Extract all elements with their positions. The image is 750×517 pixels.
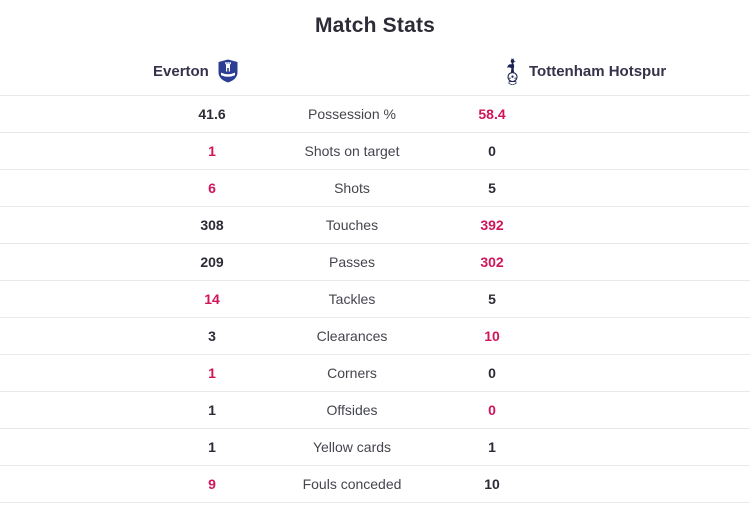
away-value: 0 <box>488 365 496 381</box>
stat-label: Shots <box>334 180 370 196</box>
team-home: Everton <box>153 56 238 86</box>
away-value: 58.4 <box>478 106 506 122</box>
everton-crest-icon <box>218 59 238 83</box>
stat-label: Clearances <box>316 328 388 344</box>
home-value: 308 <box>200 217 224 233</box>
stat-label: Touches <box>325 217 379 233</box>
stat-label: Offsides <box>326 402 378 418</box>
away-value: 302 <box>480 254 504 270</box>
home-value: 41.6 <box>198 106 226 122</box>
home-value: 6 <box>208 180 216 196</box>
stat-row: 3 Clearances 10 <box>0 317 750 354</box>
stat-row: 1 Shots on target 0 <box>0 132 750 169</box>
away-value: 10 <box>484 328 500 344</box>
away-value: 5 <box>488 180 496 196</box>
teams-header: Everton <box>0 42 750 95</box>
away-value: 10 <box>484 476 500 492</box>
stat-label: Shots on target <box>304 143 400 159</box>
stat-label: Possession % <box>308 106 396 122</box>
stat-row: 41.6 Possession % 58.4 <box>0 95 750 132</box>
stats-table: 41.6 Possession % 58.4 1 Shots on target… <box>0 95 750 503</box>
stat-label: Fouls conceded <box>302 476 402 492</box>
home-value: 9 <box>208 476 216 492</box>
away-team-name: Tottenham Hotspur <box>529 62 667 80</box>
stat-row: 1 Yellow cards 1 <box>0 428 750 465</box>
home-value: 209 <box>200 254 224 270</box>
home-team-name: Everton <box>153 62 209 80</box>
stat-row: 308 Touches 392 <box>0 206 750 243</box>
page-title: Match Stats <box>314 14 436 37</box>
tottenham-crest-icon <box>505 57 520 85</box>
stat-row: 9 Fouls conceded 10 <box>0 465 750 502</box>
stat-row: 209 Passes 302 <box>0 243 750 280</box>
stat-row: 1 Offsides 0 <box>0 391 750 428</box>
home-value: 1 <box>208 143 216 159</box>
away-value: 5 <box>488 291 496 307</box>
stat-label: Tackles <box>328 291 376 307</box>
home-value: 1 <box>208 402 216 418</box>
stat-label: Passes <box>329 254 375 270</box>
away-value: 392 <box>480 217 504 233</box>
stat-row: 14 Tackles 5 <box>0 280 750 317</box>
stat-label: Corners <box>327 365 377 381</box>
away-value: 1 <box>488 439 496 455</box>
home-value: 1 <box>208 365 216 381</box>
stat-label: Yellow cards <box>312 439 392 455</box>
away-value: 0 <box>488 143 496 159</box>
home-value: 1 <box>208 439 216 455</box>
away-value: 0 <box>488 402 496 418</box>
stat-row: 6 Shots 5 <box>0 169 750 206</box>
home-value: 3 <box>208 328 216 344</box>
stat-row: 1 Corners 0 <box>0 354 750 391</box>
team-away: Tottenham Hotspur <box>505 56 666 86</box>
home-value: 14 <box>204 291 220 307</box>
